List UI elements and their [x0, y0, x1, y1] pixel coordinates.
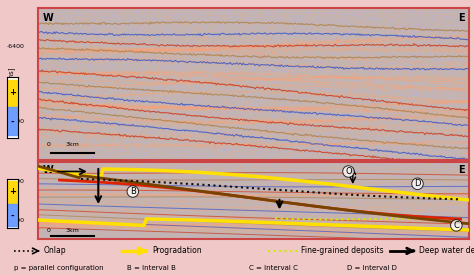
Text: 3km: 3km — [65, 142, 79, 147]
Bar — [7, 181, 18, 204]
Text: C = Interval C: C = Interval C — [249, 265, 298, 271]
Text: Progradation: Progradation — [153, 246, 202, 255]
Text: TWT [ms]: TWT [ms] — [9, 184, 16, 218]
Text: E: E — [458, 13, 465, 23]
Text: +: + — [9, 88, 16, 97]
Text: 0: 0 — [47, 227, 51, 233]
Text: Onlap: Onlap — [43, 246, 66, 255]
Text: Fine-grained deposits: Fine-grained deposits — [301, 246, 384, 255]
Text: -: - — [10, 118, 14, 127]
Text: 3km: 3km — [65, 227, 79, 233]
Text: -7200: -7200 — [7, 218, 25, 222]
Text: B = Interval B: B = Interval B — [127, 265, 176, 271]
Text: +: + — [9, 187, 16, 196]
Text: 0: 0 — [47, 142, 51, 147]
Text: -6400: -6400 — [7, 43, 25, 49]
Bar — [7, 107, 18, 135]
Bar — [7, 80, 18, 107]
Text: TWT [ms]: TWT [ms] — [9, 67, 16, 101]
Bar — [7, 204, 18, 226]
Text: W: W — [42, 164, 53, 175]
Text: O: O — [345, 167, 352, 176]
Text: -: - — [10, 211, 14, 220]
Text: -7200: -7200 — [7, 119, 25, 124]
Text: -6400: -6400 — [7, 179, 25, 184]
Text: W: W — [42, 13, 53, 23]
Text: Deep water deposits: Deep water deposits — [419, 246, 474, 255]
Text: p = parallel configuration: p = parallel configuration — [14, 265, 104, 271]
Text: B: B — [130, 187, 136, 196]
Text: D: D — [414, 179, 421, 188]
Text: E: E — [458, 164, 465, 175]
Text: D = Interval D: D = Interval D — [347, 265, 397, 271]
Text: C: C — [454, 221, 459, 230]
